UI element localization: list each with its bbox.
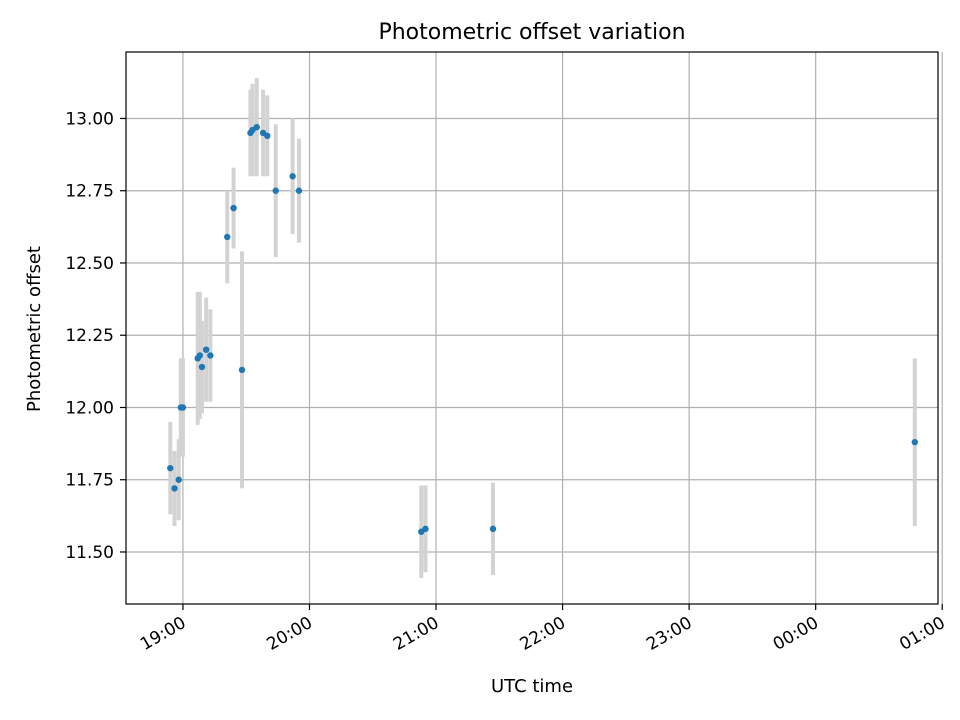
data-point bbox=[489, 525, 497, 533]
data-points bbox=[167, 123, 918, 535]
grid-lines bbox=[126, 52, 943, 604]
data-point bbox=[911, 438, 918, 446]
data-point bbox=[422, 525, 429, 533]
y-tick-label: 12.75 bbox=[65, 182, 114, 202]
data-point bbox=[230, 204, 237, 212]
y-tick-label: 12.50 bbox=[65, 254, 114, 274]
data-point bbox=[224, 233, 231, 241]
data-point bbox=[175, 476, 182, 483]
y-tick-label: 11.75 bbox=[65, 471, 114, 491]
x-axis-label: UTC time bbox=[491, 676, 573, 697]
y-axis-label: Photometric offset bbox=[24, 246, 45, 412]
data-point bbox=[272, 187, 279, 194]
data-point bbox=[253, 123, 260, 131]
plot-frame bbox=[125, 51, 939, 605]
data-point bbox=[238, 366, 246, 374]
data-point bbox=[196, 352, 204, 359]
data-point bbox=[207, 352, 214, 359]
data-point bbox=[295, 187, 303, 194]
data-point bbox=[171, 485, 178, 492]
chart-title: Photometric offset variation bbox=[378, 20, 685, 45]
data-point bbox=[202, 346, 210, 353]
data-point bbox=[289, 173, 296, 180]
y-tick-label: 11.50 bbox=[65, 543, 114, 563]
data-point bbox=[264, 132, 271, 140]
y-axis-ticks: 11.50 11.75 12.00 12.25 12.50 12.75 13.00 bbox=[65, 109, 126, 563]
y-tick-label: 13.00 bbox=[65, 109, 114, 129]
data-point bbox=[198, 363, 206, 371]
y-tick-label: 12.25 bbox=[65, 326, 114, 346]
data-point bbox=[167, 464, 174, 472]
y-tick-label: 12.00 bbox=[65, 398, 114, 418]
data-point bbox=[179, 404, 187, 411]
